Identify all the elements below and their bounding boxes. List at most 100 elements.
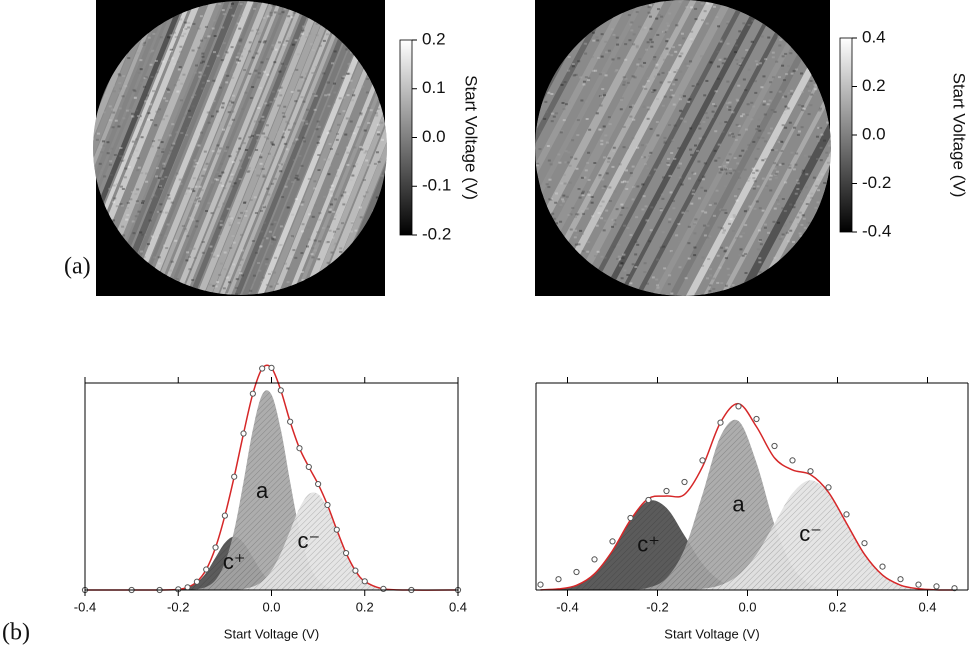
image-speckle xyxy=(660,15,664,18)
image-speckle xyxy=(210,181,214,184)
image-speckle xyxy=(189,200,193,203)
image-speckle xyxy=(311,215,315,218)
image-speckle xyxy=(820,133,824,136)
image-speckle xyxy=(592,69,596,72)
image-speckle xyxy=(789,52,793,55)
image-speckle xyxy=(207,121,211,124)
image-speckle xyxy=(585,117,589,120)
image-speckle xyxy=(669,89,673,92)
image-speckle xyxy=(796,133,800,136)
image-speckle xyxy=(205,209,209,212)
image-stripe xyxy=(578,0,760,296)
image-speckle xyxy=(626,124,630,127)
image-speckle xyxy=(212,51,216,54)
image-speckle xyxy=(742,22,746,25)
image-speckle xyxy=(240,211,244,214)
image-speckle xyxy=(690,6,694,9)
image-speckle xyxy=(698,179,702,182)
image-speckle xyxy=(135,109,139,112)
image-speckle xyxy=(576,119,580,122)
image-speckle xyxy=(103,175,107,178)
image-speckle xyxy=(759,243,763,246)
image-speckle xyxy=(238,27,242,30)
image-speckle xyxy=(273,221,277,224)
image-speckle xyxy=(256,139,260,142)
image-speckle xyxy=(538,130,542,133)
image-speckle xyxy=(316,141,320,144)
image-speckle xyxy=(819,127,823,130)
image-speckle xyxy=(789,229,793,232)
image-speckle xyxy=(680,117,684,120)
image-speckle xyxy=(357,126,361,129)
image-speckle xyxy=(620,97,624,100)
image-speckle xyxy=(105,188,109,191)
image-speckle xyxy=(591,215,595,218)
image-speckle xyxy=(737,125,741,128)
image-speckle xyxy=(381,138,385,141)
image-speckle xyxy=(726,21,730,24)
image-speckle xyxy=(773,110,777,113)
colorbar-tick-label: -0.2 xyxy=(862,173,891,192)
data-point xyxy=(240,430,247,437)
image-speckle xyxy=(772,220,776,223)
image-speckle xyxy=(188,268,192,271)
image-speckle xyxy=(559,220,563,223)
image-speckle xyxy=(701,256,705,259)
image-speckle xyxy=(161,118,165,121)
image-speckle xyxy=(193,165,197,168)
image-speckle xyxy=(300,270,304,273)
image-speckle xyxy=(706,236,710,239)
image-speckle xyxy=(696,149,700,152)
image-speckle xyxy=(137,166,141,169)
data-point xyxy=(717,419,724,426)
image-speckle xyxy=(701,178,705,181)
image-stripe xyxy=(170,1,315,295)
image-speckle xyxy=(655,63,659,66)
image-speckle xyxy=(747,23,751,26)
image-speckle xyxy=(670,250,674,253)
image-speckle xyxy=(336,132,340,135)
image-speckle xyxy=(244,214,248,217)
image-speckle xyxy=(595,224,599,227)
data-point xyxy=(879,563,886,570)
image-speckle xyxy=(239,3,243,6)
image-speckle xyxy=(789,203,793,206)
image-speckle xyxy=(305,36,309,39)
image-speckle xyxy=(203,93,207,96)
image-speckle xyxy=(611,218,615,221)
image-speckle xyxy=(571,207,575,210)
image-speckle xyxy=(157,267,161,270)
image-speckle xyxy=(229,107,233,110)
image-speckle xyxy=(314,65,318,68)
image-speckle xyxy=(184,21,188,24)
image-stripe xyxy=(177,1,323,295)
image-speckle xyxy=(773,207,777,210)
image-speckle xyxy=(743,210,747,213)
image-speckle xyxy=(273,271,277,274)
data-point xyxy=(221,512,228,519)
image-speckle xyxy=(144,172,148,175)
image-speckle xyxy=(801,105,805,108)
image-speckle xyxy=(201,241,205,244)
image-speckle xyxy=(104,94,108,97)
image-speckle xyxy=(141,233,145,236)
image-speckle xyxy=(788,164,792,167)
image-speckle xyxy=(373,162,377,165)
image-speckle xyxy=(122,117,126,120)
image-speckle xyxy=(172,142,176,145)
image-speckle xyxy=(183,114,187,117)
image-speckle xyxy=(703,162,707,165)
image-speckle xyxy=(713,149,717,152)
image-speckle xyxy=(192,177,196,180)
image-speckle xyxy=(733,157,737,160)
image-speckle xyxy=(283,105,287,108)
image-speckle xyxy=(295,68,299,71)
image-speckle xyxy=(719,122,723,125)
image-speckle xyxy=(601,178,605,181)
image-speckle xyxy=(702,224,706,227)
image-speckle xyxy=(667,283,671,286)
image-speckle xyxy=(724,168,728,171)
image-speckle xyxy=(318,240,322,243)
image-speckle xyxy=(625,188,629,191)
image-speckle xyxy=(270,182,274,185)
